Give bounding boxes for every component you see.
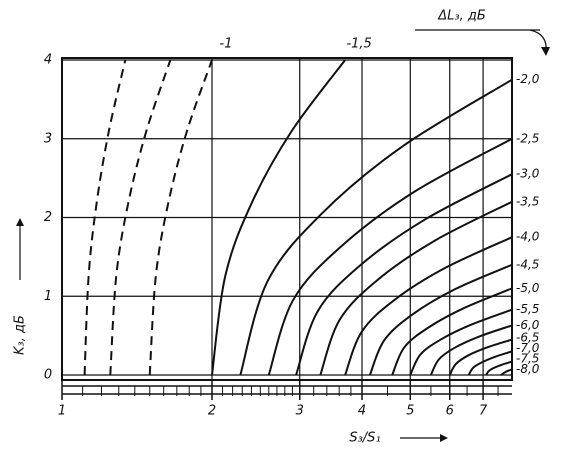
y-axis-label: K₃, дБ [13,315,28,355]
legend-arrow-head [541,47,550,56]
y-axis-arrow-head [16,218,24,226]
curve [448,338,513,376]
curve [430,324,513,376]
x-tick-label: 2 [208,404,216,419]
curve [485,360,513,376]
curve-label: -2,5 [516,131,539,145]
curve [369,263,513,376]
x-axis-label: S₃/S₁ [349,431,380,446]
curve [467,350,513,376]
curve-label: -2,0 [516,72,540,86]
y-tick-label: 4 [44,53,52,68]
x-tick-label: 7 [479,404,488,419]
curve-label: -5,5 [516,302,539,316]
curve-label: -5,0 [516,281,540,295]
y-tick-label: 2 [44,210,52,225]
curve-label: -1 [220,37,233,52]
curve [83,59,127,376]
curve [409,308,513,376]
curve-label: -7,0 [516,341,540,355]
curve [500,368,513,376]
x-axis-arrow-head [440,434,448,442]
x-tick-label: 4 [358,404,366,419]
x-tick-label: 6 [446,404,454,419]
curve-label: -8,0 [516,362,540,376]
legend-title: ΔL₃, дБ [437,9,486,24]
curve [109,59,172,376]
curve-label: -4,5 [516,257,539,271]
curve [295,173,513,376]
y-tick-label: 1 [44,289,52,304]
curve [239,78,513,376]
curve-label: -3,0 [516,167,540,181]
y-tick-label: 3 [44,131,52,146]
curve [267,137,513,376]
curve [319,200,513,376]
curve [391,287,513,376]
curve-label: -7,5 [516,351,539,365]
curve-label: -4,0 [516,230,540,244]
x-tick-label: 5 [406,404,414,419]
y-tick-label: 0 [44,368,52,383]
x-tick-label: 1 [58,404,66,419]
curve-label: -1,5 [346,37,371,52]
curve-label: -6,5 [516,330,539,344]
curve [211,59,346,376]
curve [344,236,513,376]
curve-label: -6,0 [516,318,540,332]
curve-label: -3,5 [516,194,539,208]
curve [148,59,213,376]
x-tick-label: 3 [296,404,304,419]
